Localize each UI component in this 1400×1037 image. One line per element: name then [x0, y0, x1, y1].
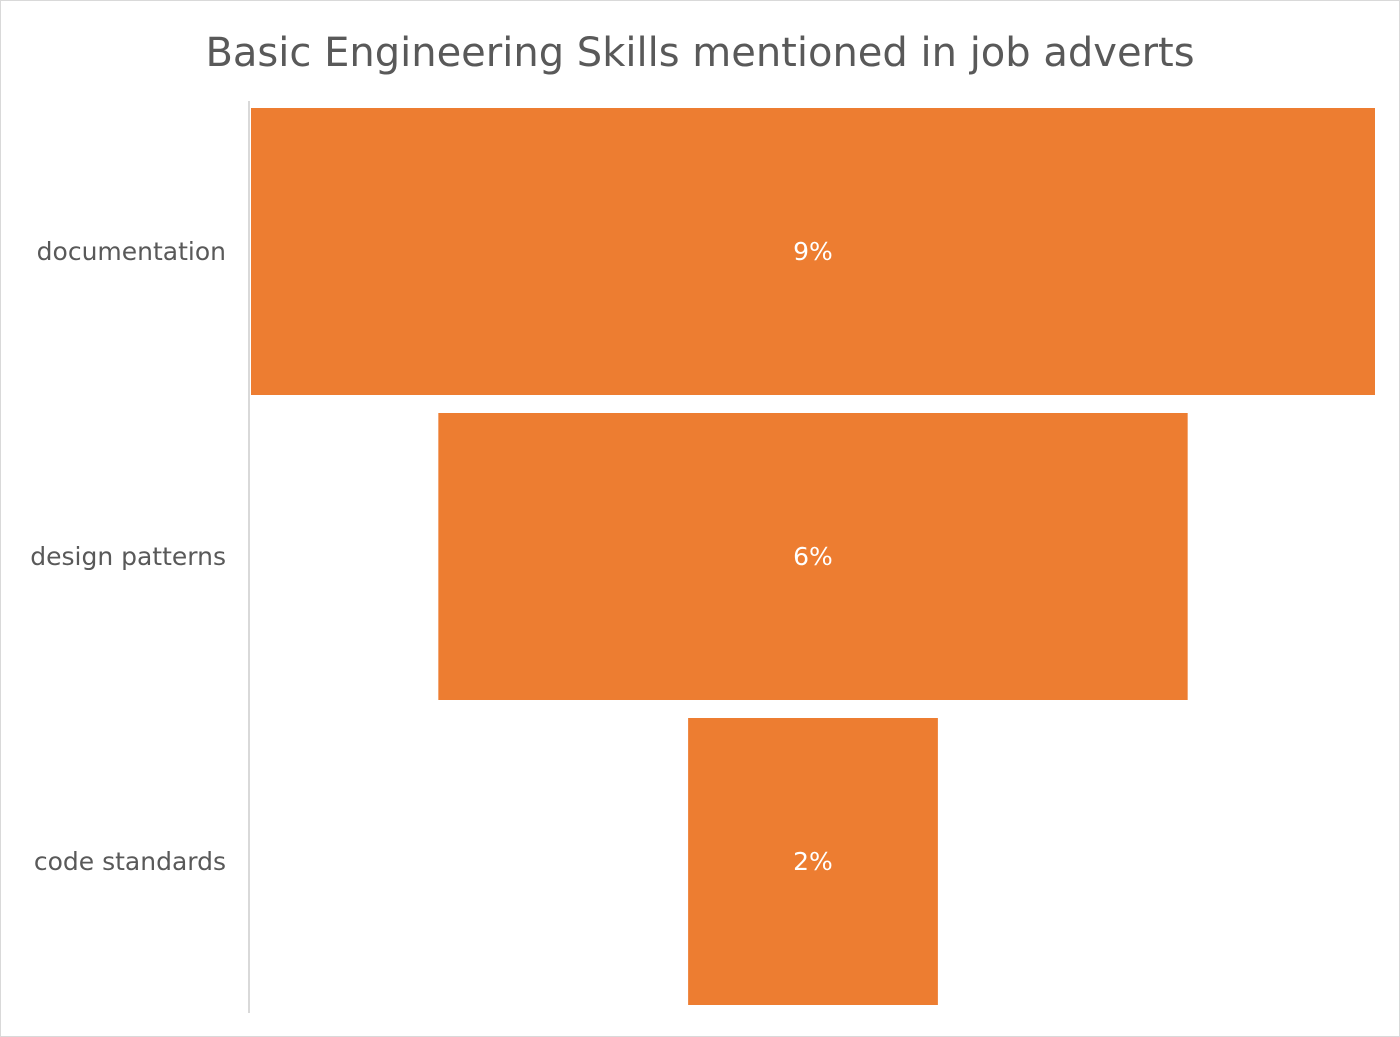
- labels-layer: 9% documentation 6% design patterns 2% code s…: [30, 237, 833, 876]
- data-label: 2%: [793, 847, 833, 876]
- bars-layer: [251, 108, 1375, 1005]
- data-label: 9%: [793, 237, 833, 266]
- funnel-bar-design-patterns: [438, 413, 1188, 700]
- category-label: design patterns: [30, 542, 226, 571]
- category-label: documentation: [37, 237, 226, 266]
- category-label: code standards: [34, 847, 226, 876]
- data-label: 6%: [793, 542, 833, 571]
- chart-title: Basic Engineering Skills mentioned in jo…: [205, 30, 1195, 76]
- funnel-bar-code-standards: [688, 718, 938, 1005]
- funnel-bar-documentation: [251, 108, 1375, 395]
